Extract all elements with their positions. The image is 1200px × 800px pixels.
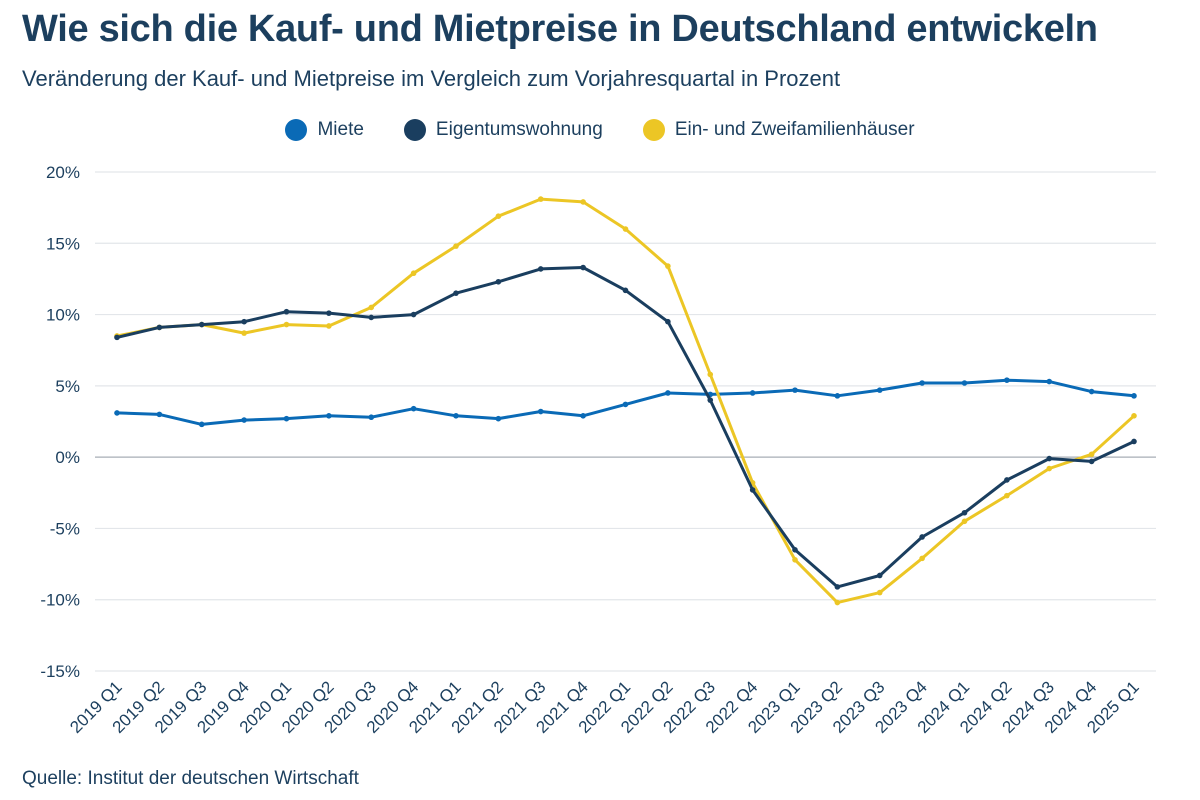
data-point [1046,378,1053,385]
source-note: Quelle: Institut der deutschen Wirtschaf… [22,768,359,789]
data-point [876,572,883,579]
data-point [961,509,968,516]
data-point [156,324,163,331]
series-line-2 [116,197,1136,605]
data-point [114,410,120,416]
data-point [580,412,586,419]
data-point [241,330,247,336]
data-point [1046,455,1053,462]
data-point [665,263,671,269]
chart-title: Wie sich die Kauf- und Mietpreise in Deu… [22,8,1098,50]
data-point [495,415,502,422]
data-point [622,287,629,294]
data-point [537,408,544,415]
data-point [665,390,671,396]
data-point [410,405,417,412]
data-point [453,243,459,249]
y-tick-label: 5% [55,377,80,396]
data-point [326,412,332,419]
data-point [792,556,798,563]
data-point [241,318,247,325]
data-point [1131,393,1137,399]
data-point [961,380,968,386]
data-point [580,264,586,271]
legend-item-miete[interactable]: Miete [285,119,364,141]
data-point [453,412,459,419]
legend-label: Eigentumswohnung [435,119,603,140]
legend: Miete Eigentumswohnung Ein- und Zweifami… [0,119,1200,141]
data-point [919,534,925,540]
data-point [622,401,629,408]
data-point [1131,412,1137,419]
legend-item-eigentumswohnung[interactable]: Eigentumswohnung [403,119,603,141]
data-point [749,487,756,493]
data-point [283,415,290,422]
data-point [1088,388,1095,395]
y-tick-label: 10% [46,306,80,325]
data-point [326,310,332,316]
data-point [834,599,841,606]
data-point [495,213,502,219]
y-tick-label: -5% [50,519,80,538]
data-point [876,589,883,596]
data-point [665,318,671,325]
data-point [1004,477,1010,483]
data-point [1088,458,1095,465]
data-point [580,199,586,205]
data-point [537,266,544,272]
data-point [876,387,883,393]
data-point [410,270,417,277]
data-point [283,308,290,315]
series-line-1 [116,266,1135,589]
data-point [537,196,544,202]
data-point [622,226,629,232]
data-point [749,390,756,396]
data-point [326,323,332,329]
legend-dot-icon [403,119,426,141]
legend-label: Miete [317,119,364,140]
data-point [368,414,375,421]
data-point [1131,438,1137,445]
data-point [1088,451,1095,458]
data-point [198,321,205,328]
data-point [707,371,714,378]
y-tick-label: 20% [46,163,80,182]
data-point [368,304,375,311]
data-point [114,334,120,341]
legend-item-haeuser[interactable]: Ein- und Zweifamilienhäuser [642,119,915,141]
data-point [1046,465,1053,472]
y-tick-label: -15% [40,662,80,681]
data-point [919,380,925,386]
data-point [792,387,798,393]
data-point [961,518,968,525]
data-point [368,314,375,321]
y-tick-label: 0% [55,448,80,467]
data-point [198,421,205,428]
data-point [453,290,459,296]
data-point [707,397,714,403]
data-point [919,555,925,562]
legend-dot-icon [642,119,665,141]
data-point [1004,377,1010,383]
data-point [834,584,841,590]
data-point [495,278,502,285]
y-tick-label: 15% [46,234,80,253]
data-point [241,417,247,423]
data-point [410,311,417,318]
y-tick-label: -10% [40,591,80,610]
data-point [792,547,798,553]
legend-dot-icon [285,119,308,141]
data-point [156,411,163,418]
data-point [1004,492,1010,499]
chart-subtitle: Veränderung der Kauf- und Mietpreise im … [22,66,841,91]
data-point [283,321,290,328]
data-point [834,393,841,399]
legend-label: Ein- und Zweifamilienhäuser [674,119,915,140]
